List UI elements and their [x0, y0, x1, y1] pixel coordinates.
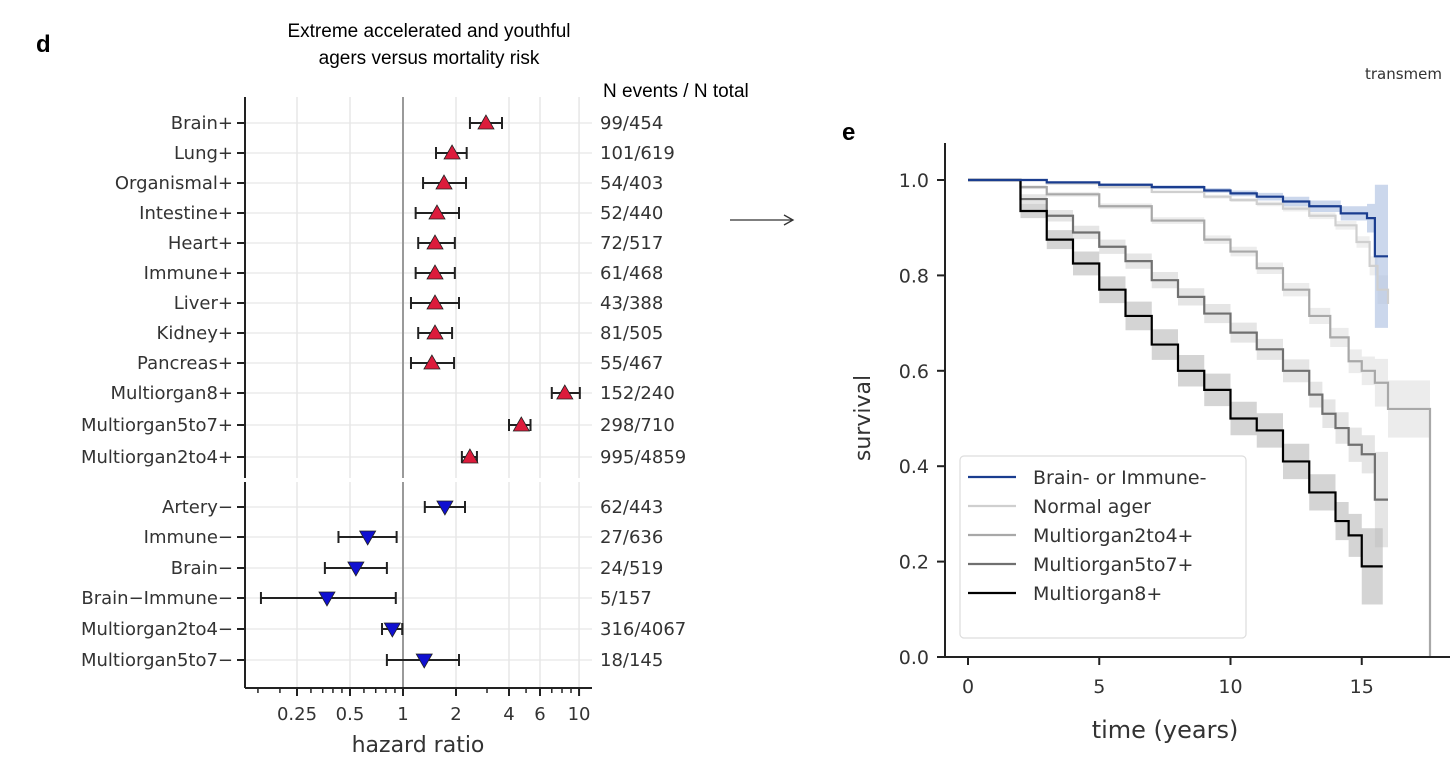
row-label: Lung+	[174, 143, 233, 164]
x-tick-label: 6	[534, 704, 545, 725]
n-events-value: 62/443	[600, 497, 663, 518]
n-events-value: 61/468	[600, 263, 663, 284]
n-events-value: 152/240	[600, 383, 675, 404]
y-tick-label: 0.0	[899, 647, 929, 669]
arrow-icon	[730, 214, 795, 226]
x-tick-label: 0.25	[277, 704, 317, 725]
hr-marker	[426, 264, 444, 280]
forest-xlabel: hazard ratio	[352, 733, 485, 758]
y-tick-label: 0.8	[899, 265, 929, 287]
x-tick-label: 1	[397, 704, 408, 725]
n-events-value: 43/388	[600, 293, 663, 314]
row-label: Brain−	[171, 558, 233, 579]
km-plot: 0.0 0.2 0.4 0.6 0.8 1.0 0 5 10 15 Brain- or Immune…	[899, 143, 1450, 698]
hr-marker	[556, 384, 574, 400]
n-events-value: 54/403	[600, 173, 663, 194]
row-label: Multiorgan5to7+	[81, 415, 233, 436]
hr-marker	[383, 622, 402, 638]
row-label: Immune−	[144, 527, 233, 548]
hr-marker	[477, 114, 495, 130]
y-tick-label: 1.0	[899, 170, 929, 192]
ci-band	[968, 180, 1388, 557]
hr-marker	[358, 530, 377, 546]
y-tick-label: 0.2	[899, 552, 929, 574]
km-ylabel: survival	[851, 375, 876, 461]
hr-marker	[426, 234, 444, 250]
hr-marker	[435, 174, 453, 190]
n-events-value: 18/145	[600, 650, 663, 671]
survival-curve	[968, 178, 1388, 501]
x-tick-label: 10	[568, 704, 591, 725]
legend-label: Multiorgan5to7+	[1033, 554, 1193, 576]
hr-marker	[318, 591, 336, 607]
x-tick-label: 2	[450, 704, 461, 725]
n-events-value: 24/519	[600, 558, 663, 579]
row-label: Kidney+	[157, 323, 233, 344]
panel-label-d: d	[36, 31, 51, 58]
hr-marker	[461, 448, 479, 464]
legend-label: Normal ager	[1033, 496, 1151, 518]
hr-marker	[512, 416, 531, 432]
n-events-value: 101/619	[600, 143, 675, 164]
row-label: Immune+	[144, 263, 233, 284]
x-tick-label: 10	[1218, 676, 1242, 698]
hr-marker	[436, 500, 454, 516]
corner-text: transmem	[1365, 65, 1442, 83]
row-label: Multiorgan5to7−	[81, 650, 233, 671]
x-tick-label: 15	[1350, 676, 1374, 698]
x-tick-label: 5	[1093, 676, 1105, 698]
hr-marker	[347, 561, 365, 577]
y-tick-label: 0.6	[899, 361, 929, 383]
row-label: Multiorgan2to4+	[81, 447, 233, 468]
x-tick-label: 0.5	[336, 704, 365, 725]
forest-title-line2: agers versus mortality risk	[319, 48, 540, 69]
legend-label: Multiorgan8+	[1033, 583, 1162, 605]
survival-curve	[968, 178, 1432, 657]
hr-marker	[426, 294, 444, 310]
n-events-value: 5/157	[600, 588, 652, 609]
legend-label: Multiorgan2to4+	[1033, 525, 1193, 547]
row-label: Organismal+	[115, 173, 233, 194]
n-events-value: 81/505	[600, 323, 663, 344]
km-xlabel: time (years)	[1092, 716, 1239, 744]
row-label: Brain+	[171, 113, 233, 134]
n-events-value: 298/710	[600, 415, 675, 436]
hr-marker	[443, 144, 461, 160]
row-label: Multiorgan2to4−	[81, 619, 233, 640]
legend-label: Brain- or Immune-	[1033, 467, 1206, 489]
forest-plot: 0.25 0.5 1 2 4 6 10 Brain+ 99/454 Lung+ 101/619 Org…	[81, 97, 686, 725]
n-events-value: 55/467	[600, 353, 663, 374]
row-label: Brain−Immune−	[81, 588, 233, 609]
legend	[959, 455, 1247, 639]
n-events-value: 27/636	[600, 527, 663, 548]
y-tick-label: 0.4	[899, 456, 929, 478]
x-tick-label: 4	[503, 704, 514, 725]
hr-marker	[415, 653, 433, 669]
row-label: Multiorgan8+	[111, 383, 234, 404]
hr-marker	[428, 204, 446, 220]
n-events-value: 316/4067	[600, 619, 686, 640]
n-events-value: 52/440	[600, 203, 663, 224]
hr-marker	[423, 354, 441, 370]
n-events-value: 99/454	[600, 113, 663, 134]
row-label: Liver+	[174, 293, 233, 314]
forest-title-line1: Extreme accelerated and youthful	[287, 21, 570, 42]
row-label: Intestine+	[139, 203, 233, 224]
survival-curve	[968, 178, 1388, 258]
hr-marker	[426, 324, 444, 340]
n-events-value: 72/517	[600, 233, 663, 254]
row-label: Artery−	[162, 497, 233, 518]
x-tick-label: 0	[962, 676, 974, 698]
n-events-header: N events / N total	[603, 81, 749, 102]
row-label: Pancreas+	[137, 353, 233, 374]
survival-curve	[968, 178, 1383, 568]
row-label: Heart+	[168, 233, 233, 254]
n-events-value: 995/4859	[600, 447, 686, 468]
panel-label-e: e	[842, 119, 855, 146]
